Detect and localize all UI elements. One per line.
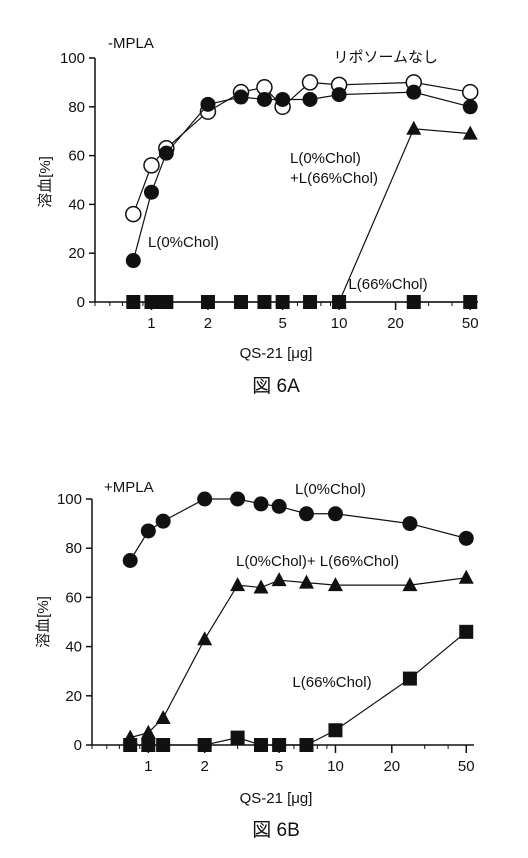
data-point-filled-circle	[159, 146, 174, 161]
data-point-filled-square	[299, 738, 313, 752]
data-point-filled-square	[123, 738, 137, 752]
data-point-filled-square	[231, 731, 245, 745]
x-tick-label: 20	[383, 758, 400, 775]
data-point-filled-circle	[257, 92, 272, 107]
data-point-filled-circle	[303, 92, 318, 107]
data-point-filled-circle	[141, 523, 156, 538]
panel-tag: +MPLA	[104, 479, 154, 496]
series-line	[130, 578, 466, 738]
data-point-filled-circle	[463, 99, 478, 114]
x-tick-label: 1	[147, 315, 155, 332]
x-tick-label: 20	[387, 315, 404, 332]
data-point-open-circle	[463, 85, 478, 100]
x-tick-label: 10	[327, 758, 344, 775]
y-tick-label: 60	[68, 148, 85, 165]
data-point-filled-square	[141, 738, 155, 752]
data-point-filled-triangle	[406, 121, 421, 135]
data-point-filled-triangle	[459, 570, 474, 584]
figure-caption: 図 6A	[252, 376, 300, 397]
data-point-filled-circle	[123, 553, 138, 568]
data-point-filled-square	[272, 738, 286, 752]
data-point-filled-square	[201, 295, 215, 309]
y-tick-label: 20	[68, 245, 85, 262]
data-point-filled-circle	[233, 90, 248, 105]
data-point-filled-circle	[275, 92, 290, 107]
data-point-filled-square	[198, 738, 212, 752]
data-point-filled-circle	[402, 516, 417, 531]
y-tick-label: 60	[65, 589, 82, 606]
x-axis-label: QS-21 [μg]	[240, 345, 313, 362]
series-label: L(0%Chol)	[295, 481, 366, 498]
data-point-filled-square	[156, 738, 170, 752]
chart-panel-b: 0 20 40 60 80 100 1 2 5 10 20 50 QS-21 [μg] 溶血[%] +MPL…	[35, 479, 475, 841]
series-line	[130, 499, 466, 561]
data-point-filled-circle	[332, 87, 347, 102]
series-label: L(0%Chol)	[148, 234, 219, 251]
series-label: L(66%Chol)	[348, 276, 427, 293]
y-tick-label: 0	[77, 294, 85, 311]
data-point-filled-circle	[253, 496, 268, 511]
data-point-filled-circle	[144, 185, 159, 200]
panel-tag: -MPLA	[108, 35, 154, 52]
data-point-filled-circle	[406, 85, 421, 100]
data-point-filled-circle	[126, 253, 141, 268]
y-axis-label: 溶血[%]	[35, 596, 52, 648]
data-point-filled-square	[257, 295, 271, 309]
x-tick-label: 50	[462, 315, 479, 332]
data-point-open-circle	[126, 207, 141, 222]
data-point-filled-circle	[197, 492, 212, 507]
data-point-open-circle	[303, 75, 318, 90]
x-tick-label: 1	[144, 758, 152, 775]
data-point-filled-circle	[299, 506, 314, 521]
y-tick-label: 40	[68, 196, 85, 213]
y-tick-label: 100	[60, 50, 85, 67]
data-point-filled-circle	[328, 506, 343, 521]
data-point-filled-triangle	[197, 631, 212, 645]
x-tick-label: 2	[204, 315, 212, 332]
data-point-filled-square	[303, 295, 317, 309]
data-point-filled-circle	[272, 499, 287, 514]
data-point-filled-square	[254, 738, 268, 752]
data-point-filled-circle	[156, 514, 171, 529]
series-label: リポソームなし	[333, 49, 438, 66]
x-tick-label: 5	[278, 315, 286, 332]
data-point-filled-square	[276, 295, 290, 309]
data-point-filled-circle	[230, 492, 245, 507]
y-tick-label: 40	[65, 639, 82, 656]
series-label: +L(66%Chol)	[290, 170, 378, 187]
data-point-filled-square	[332, 295, 346, 309]
data-point-filled-square	[234, 295, 248, 309]
y-tick-label: 0	[74, 737, 82, 754]
series-label: L(66%Chol)	[292, 674, 371, 691]
data-point-filled-square	[407, 295, 421, 309]
y-tick-label: 20	[65, 688, 82, 705]
data-point-filled-square	[459, 625, 473, 639]
x-axis-label: QS-21 [μg]	[240, 790, 313, 807]
data-point-filled-square	[126, 295, 140, 309]
x-tick-label: 5	[275, 758, 283, 775]
data-point-filled-circle	[200, 97, 215, 112]
data-point-filled-square	[328, 723, 342, 737]
series-label: L(0%Chol)	[290, 150, 361, 167]
figure-caption: 図 6B	[252, 820, 300, 841]
data-point-open-circle	[144, 158, 159, 173]
data-point-filled-square	[403, 672, 417, 686]
data-point-filled-triangle	[156, 710, 171, 724]
data-point-filled-circle	[459, 531, 474, 546]
y-tick-label: 80	[68, 99, 85, 116]
y-tick-label: 80	[65, 540, 82, 557]
x-tick-label: 2	[200, 758, 208, 775]
data-point-filled-triangle	[272, 572, 287, 586]
y-tick-label: 100	[57, 491, 82, 508]
series-label: L(0%Chol)+ L(66%Chol)	[236, 553, 399, 570]
chart-panel-a: 0 20 40 60 80 100 1 2 5 10 20 50 QS-21 [μg] 溶血[%] -MPL…	[37, 35, 479, 397]
data-point-filled-triangle	[230, 577, 245, 591]
series-line	[133, 82, 470, 214]
y-axis-label: 溶血[%]	[37, 156, 54, 208]
data-point-filled-square	[159, 295, 173, 309]
data-point-filled-square	[463, 295, 477, 309]
x-tick-label: 10	[331, 315, 348, 332]
x-tick-label: 50	[458, 758, 475, 775]
